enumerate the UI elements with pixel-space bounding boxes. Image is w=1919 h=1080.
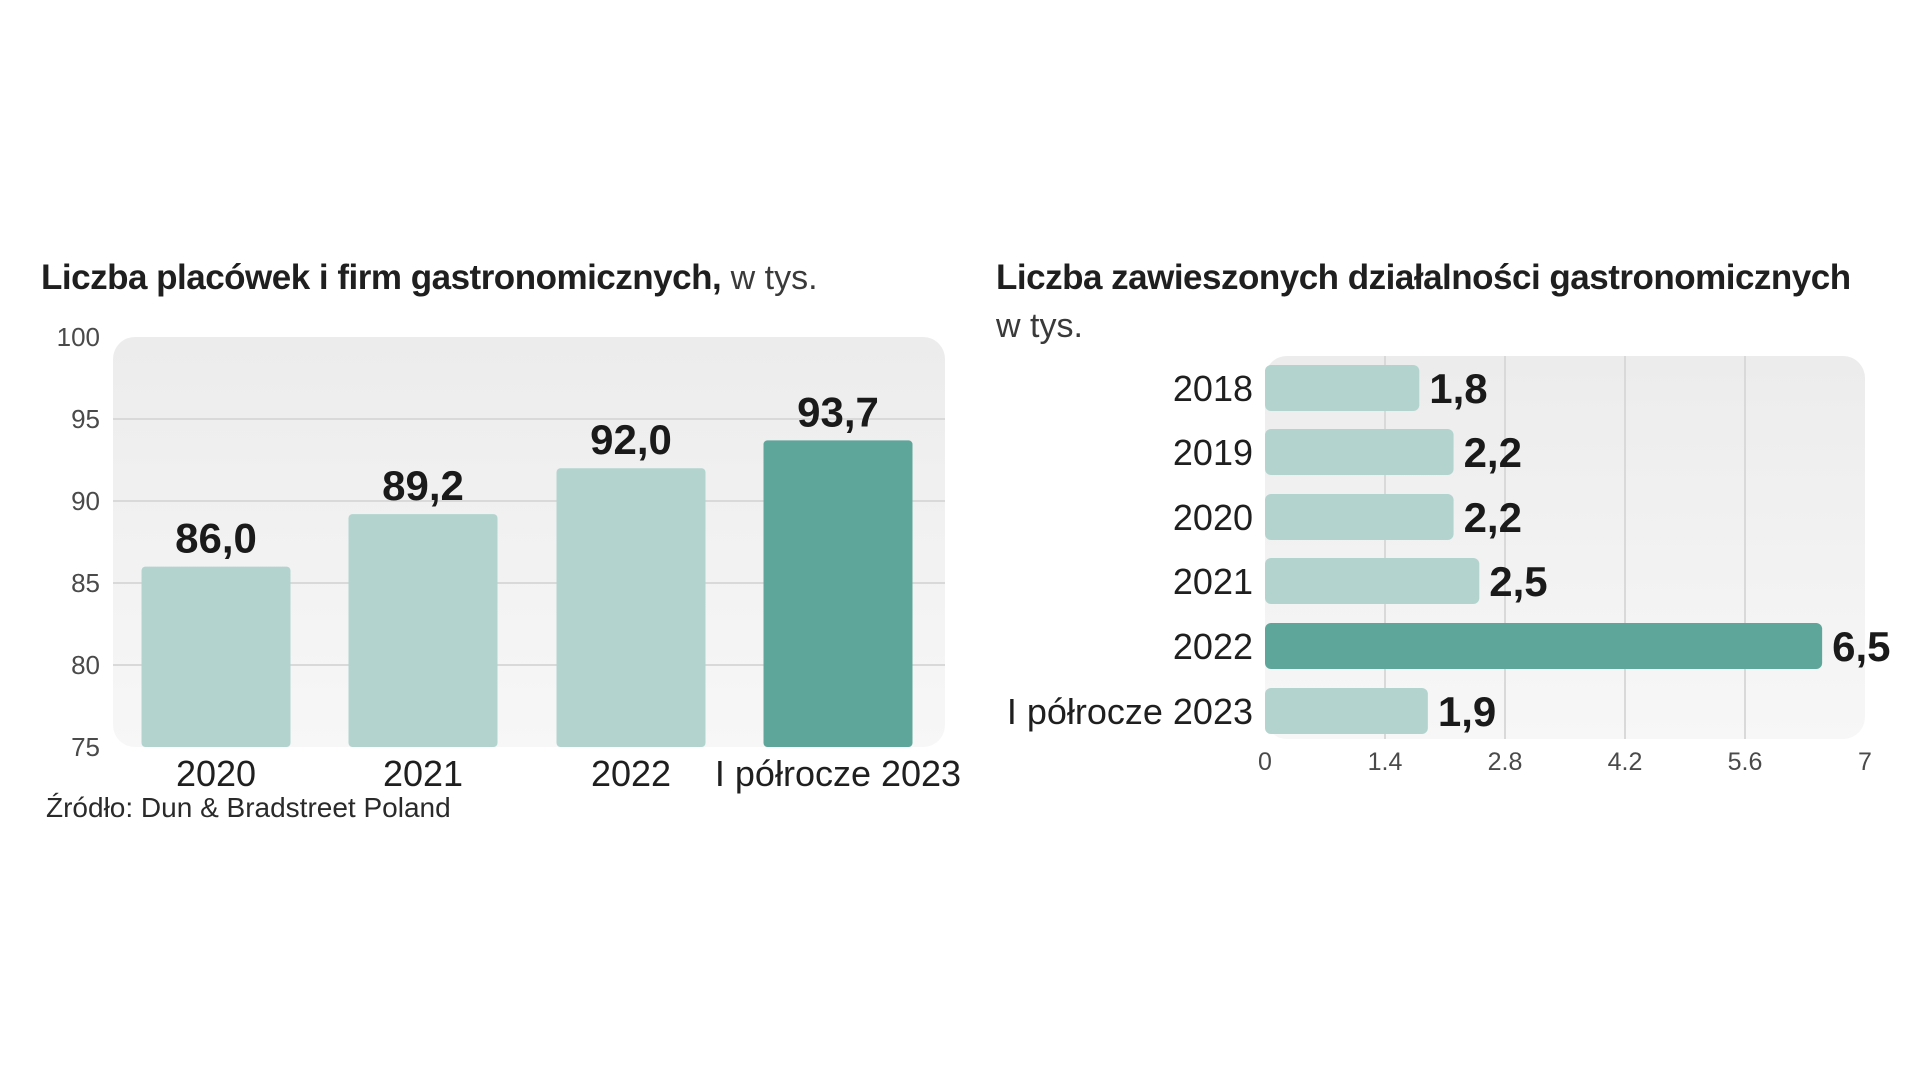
bar <box>1265 494 1454 540</box>
y-category-label: 2021 <box>1173 561 1253 602</box>
right-chart-title: Liczba zawieszonych działalności gastron… <box>996 256 1851 300</box>
left-chart-title: Liczba placówek i firm gastronomicznych,… <box>41 256 818 300</box>
bar <box>1265 623 1823 669</box>
x-tick-label: 7 <box>1858 748 1872 776</box>
bar-value-label: 89,2 <box>382 462 464 509</box>
bar-value-label: 6,5 <box>1832 623 1890 670</box>
y-tick-label: 85 <box>71 568 100 598</box>
x-tick-label: 1.4 <box>1368 748 1403 776</box>
bar-value-label: 93,7 <box>797 388 879 435</box>
y-category-label: 2018 <box>1173 368 1253 409</box>
vertical-bar-chart: 100 95 90 85 80 75 86,0 2020 89,2 2021 92,0 2022 93,… <box>57 322 961 794</box>
bar <box>556 468 706 747</box>
y-category-label: I półrocze 2023 <box>1007 691 1253 732</box>
y-tick-label: 75 <box>71 732 100 762</box>
bar <box>1265 429 1454 475</box>
bar <box>141 566 291 747</box>
plot-background <box>1265 356 1865 739</box>
y-tick-label: 80 <box>71 650 100 680</box>
x-tick-label: 5.6 <box>1728 748 1763 776</box>
bar <box>1265 365 1420 411</box>
x-category-label: 2022 <box>591 753 671 794</box>
x-tick-label: 0 <box>1258 748 1272 776</box>
source-note: Źródło: Dun & Bradstreet Poland <box>46 792 451 823</box>
bar-value-label: 2,5 <box>1489 558 1547 605</box>
bar <box>1265 558 1480 604</box>
bar-value-label: 1,8 <box>1429 365 1487 412</box>
y-tick-label: 90 <box>71 486 100 516</box>
bar-value-label: 2,2 <box>1464 494 1522 541</box>
bar <box>1265 688 1428 734</box>
right-chart-title-unit: w tys. <box>996 307 1083 345</box>
x-category-label: 2020 <box>176 753 256 794</box>
bar-value-label: 86,0 <box>175 515 257 562</box>
left-chart-title-bold: Liczba placówek i firm gastronomicznych, <box>41 258 722 297</box>
y-category-label: 2020 <box>1173 497 1253 538</box>
x-category-label: I półrocze 2023 <box>715 753 961 794</box>
y-tick-label: 95 <box>71 404 100 434</box>
bar <box>763 440 913 747</box>
x-tick-label: 4.2 <box>1608 748 1643 776</box>
y-category-label: 2022 <box>1173 626 1253 667</box>
x-category-label: 2021 <box>383 753 463 794</box>
x-tick-label: 2.8 <box>1488 748 1523 776</box>
y-tick-label: 100 <box>57 322 100 352</box>
bar <box>348 514 498 747</box>
bar-value-label: 1,9 <box>1438 688 1496 735</box>
y-category-label: 2019 <box>1173 432 1253 473</box>
bar-value-label: 92,0 <box>590 416 672 463</box>
plot-background <box>113 337 945 747</box>
left-chart-title-unit: w tys. <box>721 259 818 297</box>
horizontal-bar-chart: 0 1.4 2.8 4.2 5.6 7 1,8 2018 2,2 2019 2,2 2020 2,5 20… <box>1007 356 1891 776</box>
bar-value-label: 2,2 <box>1464 429 1522 476</box>
right-chart-title-bold: Liczba zawieszonych działalności gastron… <box>996 258 1851 297</box>
